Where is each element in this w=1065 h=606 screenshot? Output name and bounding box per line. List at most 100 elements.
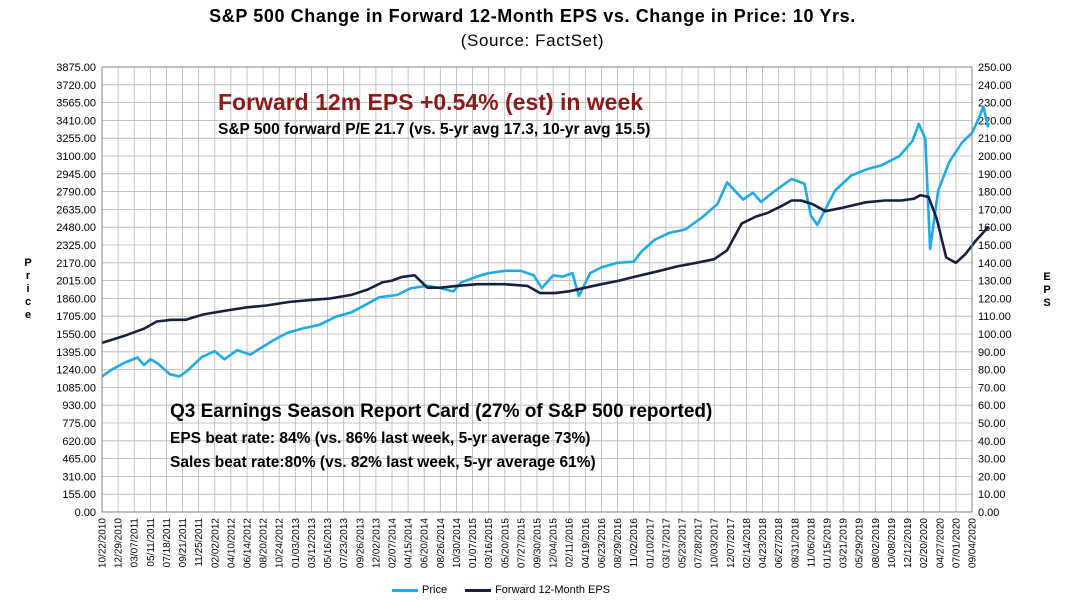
x-tick-label: 06/14/2012 [243, 518, 254, 568]
x-tick-label: 07/27/2015 [516, 518, 527, 568]
x-tick-label: 08/26/2014 [436, 518, 447, 568]
x-tick-label: 04/23/2018 [758, 518, 769, 568]
left-axis-label: Price [24, 257, 31, 321]
legend-swatch-price [392, 588, 418, 592]
x-tick-label: 12/02/2013 [371, 518, 382, 568]
x-tick-label: 06/23/2016 [597, 518, 608, 568]
chart-legend: Price Forward 12-Month EPS [392, 584, 628, 596]
right-tick-label: 70.00 [978, 382, 1006, 394]
x-tick-label: 02/14/2018 [742, 518, 753, 568]
x-tick-label: 04/19/2016 [581, 518, 592, 568]
right-tick-label: 60.00 [978, 400, 1006, 412]
left-tick-label: 0.00 [75, 507, 96, 519]
right-tick-label: 210.00 [978, 133, 1012, 145]
right-axis-label-char: S [1043, 297, 1050, 309]
left-tick-label: 3100.00 [56, 151, 96, 163]
legend-label-price: Price [422, 584, 448, 596]
right-tick-label: 130.00 [978, 276, 1012, 288]
left-axis-ticks: 3875.00 3720.00 3565.00 3410.00 3255.00 3100.… [56, 62, 96, 519]
x-tick-label: 07/18/2011 [162, 518, 173, 568]
x-tick-label: 12/12/2019 [903, 518, 914, 568]
right-tick-label: 190.00 [978, 169, 1012, 181]
x-tick-label: 09/04/2020 [968, 518, 979, 568]
right-tick-label: 240.00 [978, 80, 1012, 92]
x-tick-label: 10/22/2010 [98, 518, 109, 568]
series-lines [101, 105, 990, 378]
x-tick-label: 01/03/2013 [291, 518, 302, 568]
right-tick-label: 10.00 [978, 489, 1006, 501]
x-tick-label: 03/17/2017 [661, 518, 672, 568]
left-tick-label: 3720.00 [56, 80, 96, 92]
left-tick-label: 620.00 [62, 436, 96, 448]
x-tick-label: 04/27/2020 [935, 518, 946, 568]
x-tick-label: 11/25/2011 [194, 518, 205, 567]
legend-label-eps: Forward 12-Month EPS [495, 584, 610, 596]
x-tick-label: 05/20/2015 [500, 518, 511, 568]
left-tick-label: 2015.00 [56, 276, 96, 288]
report-card-title: Q3 Earnings Season Report Card (27% of S… [170, 401, 713, 422]
x-tick-label: 06/27/2018 [774, 518, 785, 568]
x-tick-label: 11/02/2016 [629, 518, 640, 568]
chart-subtitle: (Source: FactSet) [460, 31, 605, 50]
left-axis-label-char: P [24, 257, 31, 269]
x-tick-label: 02/07/2014 [388, 518, 399, 568]
x-tick-label: 10/08/2019 [887, 518, 898, 568]
x-tick-label: 09/21/2011 [178, 518, 189, 568]
x-tick-label: 12/29/2010 [114, 518, 125, 568]
left-tick-label: 2790.00 [56, 187, 96, 199]
left-tick-label: 2170.00 [56, 258, 96, 270]
series-line-price [101, 105, 990, 378]
x-tick-label: 01/15/2019 [823, 518, 834, 568]
right-axis-label-char: E [1043, 271, 1050, 283]
x-tick-label: 04/10/2012 [226, 518, 237, 568]
x-tick-label: 03/16/2015 [484, 518, 495, 568]
x-tick-label: 10/03/2017 [710, 518, 721, 568]
x-tick-label: 09/30/2015 [533, 518, 544, 568]
x-tick-label: 07/23/2013 [339, 518, 350, 568]
right-tick-label: 50.00 [978, 418, 1006, 430]
left-tick-label: 3875.00 [56, 62, 96, 74]
left-tick-label: 2325.00 [56, 240, 96, 252]
right-tick-label: 30.00 [978, 454, 1006, 466]
x-axis-ticks: 10/22/2010 12/29/2010 03/07/2011 05/11/2011… [98, 518, 979, 568]
right-tick-label: 140.00 [978, 258, 1012, 270]
x-tick-label: 02/20/2020 [919, 518, 930, 568]
x-tick-label: 01/07/2015 [468, 518, 479, 568]
x-tick-label: 01/10/2017 [645, 518, 656, 568]
left-axis-label-char: c [25, 296, 31, 308]
right-tick-label: 110.00 [978, 311, 1011, 323]
x-tick-label: 08/31/2018 [790, 518, 801, 568]
x-tick-label: 08/29/2016 [613, 518, 624, 568]
series-line-eps [101, 193, 990, 345]
right-tick-label: 180.00 [978, 187, 1012, 199]
left-tick-label: 1395.00 [56, 347, 96, 359]
left-tick-label: 1705.00 [56, 311, 96, 323]
left-tick-label: 310.00 [62, 471, 96, 483]
left-tick-label: 775.00 [62, 418, 96, 430]
legend-item-eps: Forward 12-Month EPS [465, 584, 610, 596]
right-tick-label: 90.00 [978, 347, 1006, 359]
x-tick-label: 02/02/2012 [210, 518, 221, 568]
x-tick-label: 10/30/2014 [452, 518, 463, 568]
right-tick-label: 200.00 [978, 151, 1012, 163]
right-tick-label: 0.00 [978, 507, 999, 519]
left-tick-label: 2480.00 [56, 222, 96, 234]
forward-pe-note: S&P 500 forward P/E 21.7 (vs. 5-yr avg 1… [218, 121, 651, 138]
left-tick-label: 2945.00 [56, 169, 96, 181]
right-tick-label: 120.00 [978, 293, 1012, 305]
right-tick-label: 160.00 [978, 222, 1012, 234]
right-tick-label: 250.00 [978, 62, 1012, 74]
x-tick-label: 04/15/2014 [404, 518, 415, 568]
right-tick-label: 230.00 [978, 98, 1012, 110]
right-tick-label: 150.00 [978, 240, 1012, 252]
right-tick-label: 80.00 [978, 365, 1006, 377]
x-tick-label: 12/07/2017 [726, 518, 737, 568]
left-tick-label: 1550.00 [56, 329, 96, 341]
right-axis-label-char: P [1043, 284, 1050, 296]
right-tick-label: 170.00 [978, 204, 1012, 216]
x-tick-label: 05/16/2013 [323, 518, 334, 568]
x-tick-label: 02/11/2016 [565, 518, 576, 568]
left-tick-label: 3565.00 [56, 98, 96, 110]
left-tick-label: 3410.00 [56, 115, 96, 127]
